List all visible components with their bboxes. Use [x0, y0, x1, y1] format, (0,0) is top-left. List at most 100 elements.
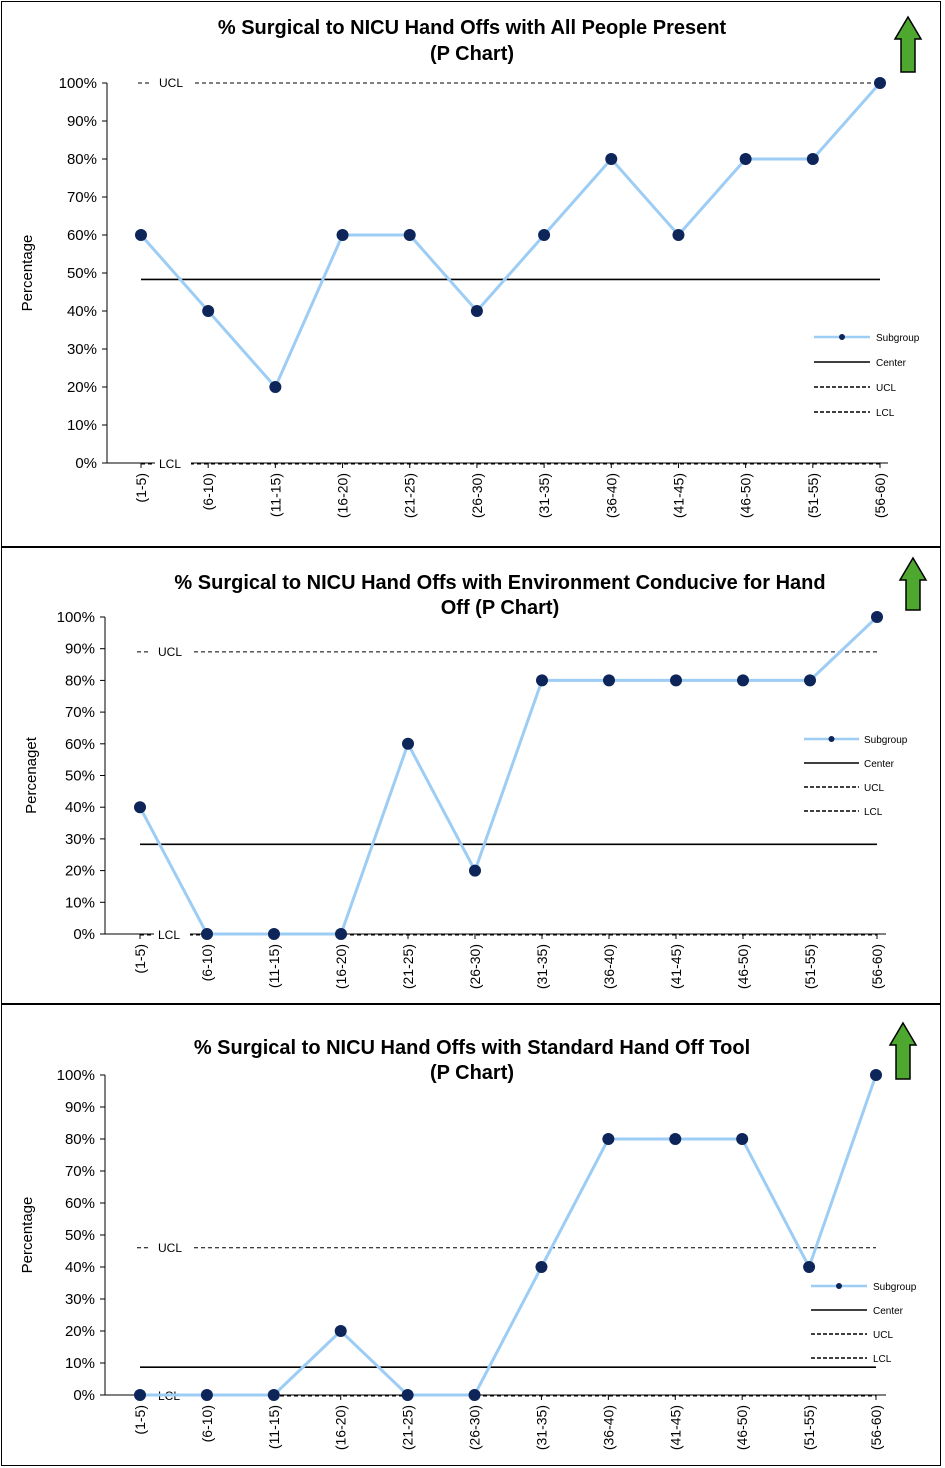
- y-tick-label: 10%: [65, 1355, 95, 1372]
- y-tick-label: 40%: [65, 799, 95, 816]
- legend-subgroup-label: Subgroup: [876, 333, 920, 344]
- y-tick-label: 70%: [65, 704, 95, 721]
- y-tick-label: 30%: [65, 1291, 95, 1308]
- subgroup-point: [401, 1389, 414, 1401]
- y-tick-label: 20%: [65, 863, 95, 880]
- x-tick-label: (21-25): [400, 944, 416, 989]
- y-tick-label: 20%: [65, 1323, 95, 1340]
- x-tick-label: (11-15): [266, 944, 282, 988]
- subgroup-point: [470, 305, 483, 317]
- x-tick-label: (6-10): [200, 473, 216, 510]
- y-tick-label: 0%: [75, 455, 97, 472]
- subgroup-point: [739, 153, 752, 165]
- chart-title-line-2: (P Chart): [430, 43, 514, 65]
- subgroup-point: [336, 229, 349, 241]
- x-tick-label: (36-40): [600, 1405, 616, 1450]
- x-tick-label: (46-50): [735, 944, 751, 989]
- x-tick-label: (56-60): [872, 473, 888, 518]
- y-tick-label: 60%: [65, 736, 95, 753]
- legend-center-label: Center: [876, 358, 907, 369]
- x-tick-label: (31-35): [536, 473, 552, 518]
- subgroup-point: [403, 229, 416, 241]
- lcl-label-bg: [155, 456, 191, 470]
- y-tick-label: 70%: [65, 1163, 95, 1180]
- y-tick-label: 30%: [65, 831, 95, 848]
- subgroup-point: [201, 928, 213, 940]
- x-tick-label: (26-30): [467, 944, 483, 989]
- x-tick-label: (11-15): [267, 473, 283, 517]
- y-tick-label: 70%: [67, 189, 97, 206]
- subgroup-point: [804, 674, 816, 687]
- y-tick-label: 100%: [57, 609, 95, 626]
- x-tick-label: (56-60): [869, 944, 885, 989]
- legend-subgroup-marker: [839, 334, 845, 340]
- x-tick-label: (41-45): [670, 473, 686, 518]
- x-tick-label: (1-5): [133, 473, 149, 503]
- x-tick-label: (16-20): [333, 1405, 349, 1450]
- subgroup-series-line: [139, 82, 882, 389]
- x-tick-label: (31-35): [534, 944, 550, 989]
- x-tick-label: (46-50): [738, 473, 754, 518]
- y-tick-label: 20%: [67, 379, 97, 396]
- chart-panel-environment-conducive: % Surgical to NICU Hand Offs with Enviro…: [1, 547, 941, 1004]
- subgroup-series-line: [140, 1074, 878, 1397]
- lcl-label: LCL: [159, 457, 181, 471]
- y-tick-label: 0%: [73, 926, 95, 943]
- y-tick-label: 100%: [59, 75, 97, 92]
- subgroup-point: [670, 674, 682, 687]
- subgroup-point: [268, 928, 280, 940]
- x-tick-label: (41-45): [668, 944, 684, 989]
- subgroup-point: [536, 674, 548, 687]
- subgroup-point: [269, 381, 282, 393]
- y-tick-label: 10%: [67, 417, 97, 434]
- p-chart-standard-tool: % Surgical to NICU Hand Offs with Standa…: [19, 1021, 918, 1450]
- subgroup-point: [469, 864, 481, 877]
- subgroup-point: [267, 1389, 280, 1401]
- ucl-label-bg: [154, 1240, 190, 1255]
- subgroup-point: [135, 229, 147, 241]
- subgroup-point: [874, 77, 886, 89]
- x-tick-label: (6-10): [199, 1405, 215, 1442]
- x-tick-label: (21-25): [402, 473, 418, 518]
- x-tick-label: (41-45): [667, 1405, 683, 1450]
- x-tick-label: (46-50): [734, 1405, 750, 1450]
- y-tick-label: 90%: [65, 1099, 95, 1116]
- subgroup-point: [871, 611, 883, 623]
- y-tick-label: 0%: [73, 1387, 95, 1404]
- x-tick-label: (56-60): [868, 1405, 884, 1450]
- subgroup-point: [402, 737, 414, 750]
- subgroup-point: [669, 1133, 682, 1145]
- y-tick-label: 50%: [67, 265, 97, 282]
- subgroup-point: [603, 674, 615, 687]
- legend-subgroup-marker: [828, 736, 835, 742]
- legend-lcl-label: LCL: [864, 807, 883, 818]
- legend-center-label: Center: [864, 759, 895, 770]
- x-tick-label: (36-40): [603, 473, 619, 518]
- x-tick-label: (1-5): [132, 1405, 148, 1435]
- x-tick-label: (11-15): [266, 1405, 282, 1449]
- chart-title-line-2: (P Chart): [430, 1062, 514, 1084]
- subgroup-point: [737, 674, 749, 687]
- subgroup-point: [605, 153, 618, 165]
- x-tick-label: (36-40): [601, 944, 617, 989]
- y-tick-label: 80%: [65, 1131, 95, 1148]
- chart-panel-all-people-present: % Surgical to NICU Hand Offs with All Pe…: [1, 1, 941, 547]
- chart-title-line-1: % Surgical to NICU Hand Offs with All Pe…: [218, 17, 727, 39]
- subgroup-series-line: [138, 615, 879, 936]
- ucl-label: UCL: [159, 76, 183, 90]
- subgroup-point: [870, 1069, 882, 1081]
- legend-subgroup-label: Subgroup: [873, 1282, 917, 1293]
- subgroup-point: [134, 801, 146, 814]
- ucl-label-bg: [155, 76, 191, 90]
- p-chart-all-people-present: % Surgical to NICU Hand Offs with All Pe…: [19, 15, 923, 518]
- subgroup-point: [202, 305, 215, 317]
- y-tick-label: 60%: [67, 227, 97, 244]
- x-tick-label: (31-35): [533, 1405, 549, 1450]
- lcl-label-bg: [154, 927, 190, 941]
- x-tick-label: (16-20): [335, 473, 351, 518]
- legend-subgroup-label: Subgroup: [864, 735, 908, 746]
- y-axis-label: Percenaget: [23, 736, 40, 814]
- legend-ucl-label: UCL: [864, 783, 884, 794]
- y-tick-label: 60%: [65, 1195, 95, 1212]
- legend-ucl-label: UCL: [876, 383, 896, 394]
